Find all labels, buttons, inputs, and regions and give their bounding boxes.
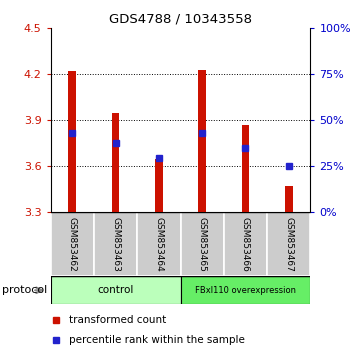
Text: GSM853464: GSM853464 <box>155 217 163 272</box>
Text: GSM853466: GSM853466 <box>241 217 250 272</box>
Text: GSM853465: GSM853465 <box>198 217 206 272</box>
Bar <box>137 212 180 276</box>
Bar <box>112 113 119 212</box>
Bar <box>285 186 293 212</box>
Bar <box>155 159 163 212</box>
Bar <box>68 71 76 212</box>
Bar <box>224 212 267 276</box>
Text: GSM853463: GSM853463 <box>111 217 120 272</box>
Bar <box>180 212 224 276</box>
Text: GSM853462: GSM853462 <box>68 217 77 272</box>
Text: GSM853467: GSM853467 <box>284 217 293 272</box>
Text: transformed count: transformed count <box>69 315 166 325</box>
Text: GDS4788 / 10343558: GDS4788 / 10343558 <box>109 12 252 25</box>
Text: protocol: protocol <box>2 285 47 295</box>
Bar <box>242 125 249 212</box>
Bar <box>198 70 206 212</box>
Text: FBxl110 overexpression: FBxl110 overexpression <box>195 286 296 295</box>
Bar <box>51 212 94 276</box>
Bar <box>51 276 180 304</box>
Text: control: control <box>97 285 134 295</box>
Bar <box>180 276 310 304</box>
Bar <box>267 212 310 276</box>
Text: percentile rank within the sample: percentile rank within the sample <box>69 335 245 345</box>
Bar <box>94 212 137 276</box>
